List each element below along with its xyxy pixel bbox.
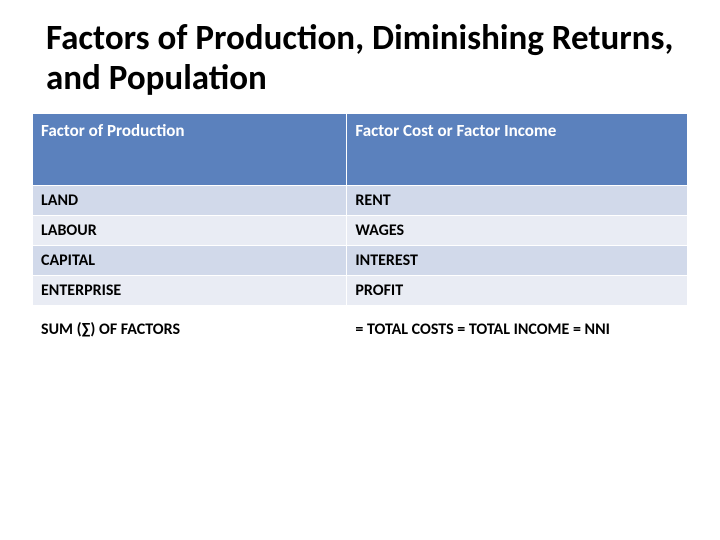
table-row: LAND RENT (33, 185, 688, 215)
table-row: CAPITAL INTEREST (33, 245, 688, 275)
table-cell-income: WAGES (347, 215, 688, 245)
page-title: Factors of Production, Diminishing Retur… (32, 18, 688, 99)
table-cell-income: PROFIT (347, 275, 688, 305)
table-cell-income: INTEREST (347, 245, 688, 275)
table-cell-income: RENT (347, 185, 688, 215)
table-cell-factor: LABOUR (33, 215, 347, 245)
table-sum-row: SUM (∑) OF FACTORS = TOTAL COSTS = TOTAL… (33, 305, 688, 353)
table-header-cell: Factor Cost or Factor Income (347, 113, 688, 185)
table-row: LABOUR WAGES (33, 215, 688, 245)
table-cell-sum-value: = TOTAL COSTS = TOTAL INCOME = NNI (347, 305, 688, 353)
table-cell-factor: LAND (33, 185, 347, 215)
factors-table: Factor of Production Factor Cost or Fact… (32, 113, 688, 354)
table-header-row: Factor of Production Factor Cost or Fact… (33, 113, 688, 185)
table-cell-factor: ENTERPRISE (33, 275, 347, 305)
table-cell-sum-label: SUM (∑) OF FACTORS (33, 305, 347, 353)
slide-container: Factors of Production, Diminishing Retur… (0, 0, 720, 540)
table-row: ENTERPRISE PROFIT (33, 275, 688, 305)
table-header-cell: Factor of Production (33, 113, 347, 185)
table-cell-factor: CAPITAL (33, 245, 347, 275)
